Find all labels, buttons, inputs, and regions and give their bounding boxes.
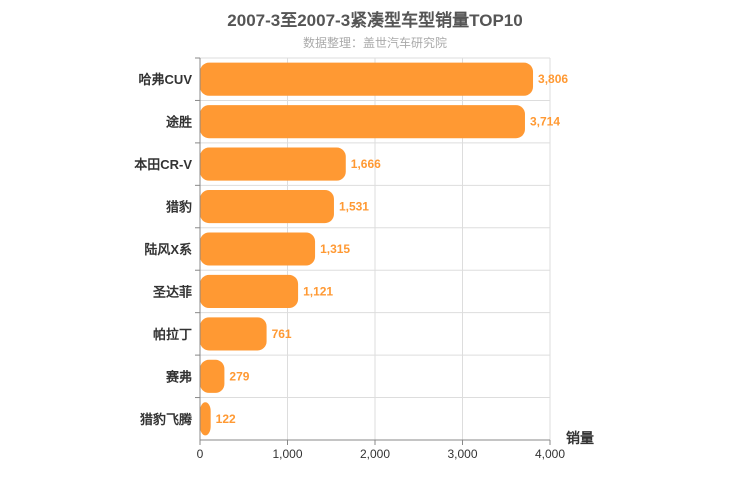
category-label: 赛弗 bbox=[165, 369, 192, 384]
category-label: 哈弗CUV bbox=[139, 72, 193, 87]
bar bbox=[200, 105, 525, 139]
bar bbox=[200, 147, 346, 181]
bar-value-label: 3,714 bbox=[530, 115, 560, 129]
x-tick-label: 0 bbox=[197, 447, 204, 461]
x-axis-title: 销量 bbox=[566, 430, 594, 446]
chart-title: 2007-3至2007-3紧凑型车型销量TOP10 bbox=[227, 11, 523, 30]
bar-value-label: 122 bbox=[216, 412, 236, 426]
bar-value-label: 279 bbox=[229, 369, 249, 383]
category-label: 猎豹 bbox=[166, 200, 192, 215]
x-tick-label: 4,000 bbox=[535, 447, 565, 461]
category-label: 猎豹飞腾 bbox=[140, 412, 193, 427]
category-label: 本田CR-V bbox=[134, 157, 192, 172]
bar bbox=[200, 62, 534, 96]
bar-value-label: 1,531 bbox=[339, 200, 369, 214]
category-label: 帕拉丁 bbox=[153, 327, 192, 342]
category-label: 途胜 bbox=[166, 115, 192, 130]
category-label: 陆风X系 bbox=[144, 242, 192, 257]
bar bbox=[200, 232, 316, 266]
bar-value-label: 1,315 bbox=[320, 242, 350, 256]
category-label: 圣达菲 bbox=[153, 284, 192, 299]
bar bbox=[200, 317, 267, 351]
chart-subtitle: 数据整理：盖世汽车研究院 bbox=[302, 36, 447, 50]
bar bbox=[200, 402, 211, 436]
bar bbox=[200, 190, 334, 224]
bar-value-label: 3,806 bbox=[538, 72, 568, 86]
bar-value-label: 761 bbox=[272, 327, 292, 341]
x-tick-label: 1,000 bbox=[272, 447, 302, 461]
bar-value-label: 1,666 bbox=[351, 157, 381, 171]
bar-layer: 3,806 3,714 1,666 1,531 1,315 1,121 761 279 122 bbox=[200, 62, 568, 436]
x-tick-label: 3,000 bbox=[447, 447, 477, 461]
bar bbox=[200, 359, 225, 393]
bar-value-label: 1,121 bbox=[303, 284, 333, 298]
bar bbox=[200, 274, 299, 308]
x-tick-label: 2,000 bbox=[360, 447, 390, 461]
